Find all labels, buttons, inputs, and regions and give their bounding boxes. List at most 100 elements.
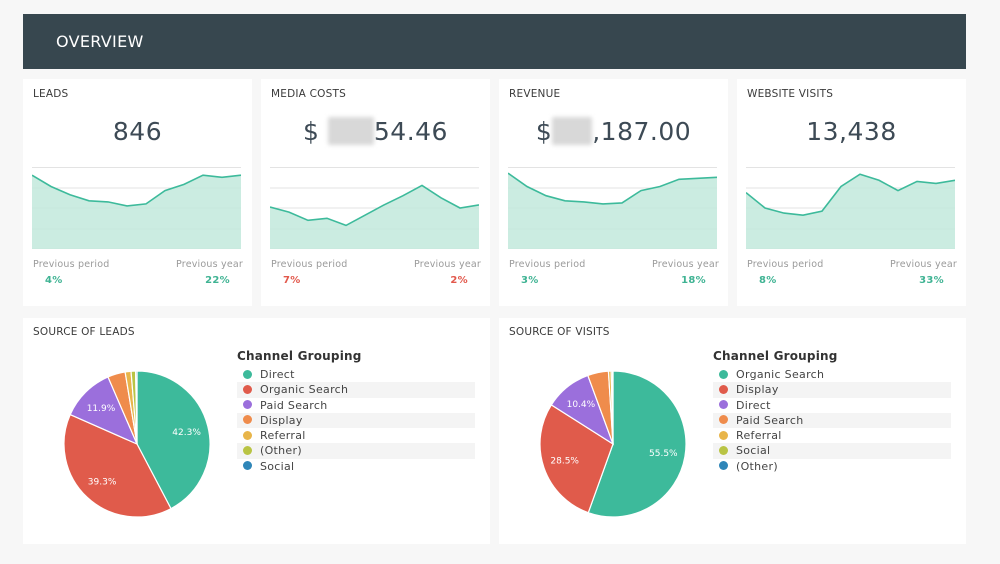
slice-label: 39.3% bbox=[88, 477, 117, 487]
previous-year-value: 33% bbox=[919, 275, 944, 286]
redacted-block bbox=[327, 117, 374, 145]
legend-item[interactable]: Organic Search bbox=[713, 367, 951, 382]
series-line bbox=[32, 174, 241, 207]
legend-item[interactable]: Display bbox=[713, 382, 951, 398]
legend-item[interactable]: Referral bbox=[713, 428, 951, 443]
legend-item[interactable]: Social bbox=[713, 443, 951, 459]
legend-dot-icon bbox=[243, 384, 252, 394]
kpi-label: WEBSITE VISITS bbox=[747, 88, 834, 100]
legend-label: Organic Search bbox=[260, 383, 349, 397]
sparkline-chart bbox=[32, 167, 241, 249]
slice-label: 10.4% bbox=[567, 400, 596, 410]
legend-label: Social bbox=[736, 444, 771, 458]
legend-item[interactable]: Paid Search bbox=[237, 398, 475, 413]
pie-legend: Channel Grouping Direct Organic Search Pai… bbox=[237, 349, 475, 474]
series-line bbox=[746, 173, 955, 217]
pie-slice[interactable] bbox=[539, 404, 614, 514]
legend-dot-icon bbox=[243, 369, 252, 379]
kpi-label: LEADS bbox=[33, 88, 69, 100]
pie-slice[interactable] bbox=[63, 413, 172, 518]
previous-year-label: Previous year bbox=[414, 259, 481, 270]
previous-period-value: 7% bbox=[283, 275, 301, 286]
legend-dot-icon bbox=[719, 445, 728, 455]
slice-label: 28.5% bbox=[550, 457, 579, 467]
legend-item[interactable]: Display bbox=[237, 412, 475, 429]
area-fill bbox=[32, 175, 241, 249]
legend-dot-icon bbox=[719, 430, 728, 440]
pie-slice[interactable] bbox=[135, 370, 138, 445]
legend-dot-icon bbox=[719, 400, 728, 410]
legend-dot-icon bbox=[243, 400, 252, 410]
kpi-card-website-visits: WEBSITE VISITS 13,438 Previous period Pr… bbox=[737, 79, 966, 306]
previous-year-label: Previous year bbox=[652, 259, 719, 270]
kpi-value: $ ,187.00 bbox=[535, 117, 692, 146]
area-fill bbox=[270, 185, 479, 249]
kpi-value: 846 bbox=[112, 117, 163, 146]
pie-slice[interactable] bbox=[587, 370, 687, 518]
series-line bbox=[508, 172, 717, 205]
legend-item[interactable]: Social bbox=[237, 459, 475, 474]
previous-year-value: 22% bbox=[205, 275, 230, 286]
slice-label: 11.9% bbox=[87, 404, 116, 414]
kpi-card-leads: LEADS 846 Previous period Previous year … bbox=[23, 79, 252, 306]
previous-year-value: 18% bbox=[681, 275, 706, 286]
pie-title: SOURCE OF LEADS bbox=[33, 326, 135, 338]
legend-label: Paid Search bbox=[260, 398, 328, 412]
previous-period-label: Previous period bbox=[271, 259, 348, 270]
legend-label: (Other) bbox=[260, 444, 302, 458]
pie-legend: Channel Grouping Organic Search Display Di… bbox=[713, 349, 951, 474]
pie-slice[interactable] bbox=[136, 370, 211, 510]
legend-item[interactable]: Direct bbox=[237, 367, 475, 382]
previous-year-label: Previous year bbox=[890, 259, 957, 270]
legend-label: Referral bbox=[260, 429, 306, 443]
series-line bbox=[270, 184, 479, 227]
legend-title: Channel Grouping bbox=[713, 349, 838, 363]
previous-period-label: Previous period bbox=[33, 259, 110, 270]
slice-label: 42.3% bbox=[172, 428, 201, 438]
legend-label: Display bbox=[736, 383, 779, 397]
legend-item[interactable]: Direct bbox=[713, 398, 951, 413]
legend-dot-icon bbox=[243, 415, 252, 425]
legend-label: Display bbox=[260, 413, 303, 427]
legend-item[interactable]: Paid Search bbox=[713, 412, 951, 429]
sparkline-chart bbox=[746, 167, 955, 249]
kpi-card-revenue: REVENUE $ ,187.00 Previous period Previou… bbox=[499, 79, 728, 306]
previous-period-label: Previous period bbox=[747, 259, 824, 270]
pie-title: SOURCE OF VISITS bbox=[509, 326, 610, 338]
legend-label: Direct bbox=[736, 398, 771, 412]
kpi-card-media-costs: MEDIA COSTS $ 54.46 Previous period Prev… bbox=[261, 79, 490, 306]
legend-dot-icon bbox=[243, 430, 252, 440]
legend-dot-icon bbox=[719, 415, 728, 425]
page-title: OVERVIEW bbox=[56, 32, 144, 51]
legend-item[interactable]: Referral bbox=[237, 428, 475, 443]
legend-label: (Other) bbox=[736, 459, 778, 473]
previous-period-label: Previous period bbox=[509, 259, 586, 270]
pie-chart: 42.3% 39.3% 11.9% bbox=[63, 370, 211, 518]
legend-dot-icon bbox=[719, 461, 728, 471]
kpi-value: $ 54.46 bbox=[303, 117, 448, 146]
legend-item[interactable]: Organic Search bbox=[237, 382, 475, 398]
legend-item[interactable]: (Other) bbox=[237, 443, 475, 459]
legend-label: Direct bbox=[260, 368, 295, 381]
pie-card-source-of-visits: SOURCE OF VISITS 55.5% 28.5% 10.4% Channel… bbox=[499, 318, 966, 544]
previous-period-value: 4% bbox=[45, 275, 63, 286]
legend-label: Paid Search bbox=[736, 413, 804, 427]
sparkline-chart bbox=[508, 167, 717, 249]
slice-label: 55.5% bbox=[649, 449, 678, 459]
previous-period-value: 8% bbox=[759, 275, 777, 286]
kpi-label: MEDIA COSTS bbox=[271, 88, 346, 100]
redacted-block bbox=[552, 117, 593, 145]
legend-dot-icon bbox=[719, 369, 728, 379]
overview-header: OVERVIEW bbox=[23, 14, 966, 69]
kpi-label: REVENUE bbox=[509, 88, 561, 100]
area-fill bbox=[746, 174, 955, 249]
legend-title: Channel Grouping bbox=[237, 349, 362, 363]
pie-card-source-of-leads: SOURCE OF LEADS 42.3% 39.3% 11.9% Channel … bbox=[23, 318, 490, 544]
previous-year-value: 2% bbox=[450, 275, 468, 286]
legend-label: Referral bbox=[736, 429, 782, 443]
area-fill bbox=[508, 173, 717, 249]
kpi-value: 13,438 bbox=[806, 117, 897, 146]
legend-item[interactable]: (Other) bbox=[713, 459, 951, 474]
legend-label: Social bbox=[260, 459, 295, 473]
previous-year-label: Previous year bbox=[176, 259, 243, 270]
